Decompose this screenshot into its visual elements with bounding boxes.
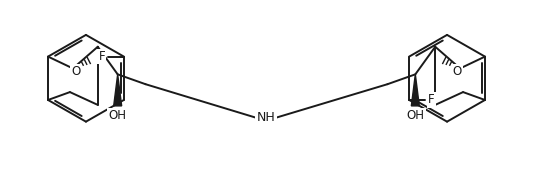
Text: OH: OH <box>109 109 127 122</box>
Text: NH: NH <box>256 111 276 124</box>
Text: F: F <box>99 50 106 63</box>
Polygon shape <box>114 74 122 106</box>
Polygon shape <box>411 74 419 106</box>
Text: OH: OH <box>406 109 424 122</box>
Text: O: O <box>71 65 80 78</box>
Text: F: F <box>427 93 434 106</box>
Text: O: O <box>453 65 462 78</box>
